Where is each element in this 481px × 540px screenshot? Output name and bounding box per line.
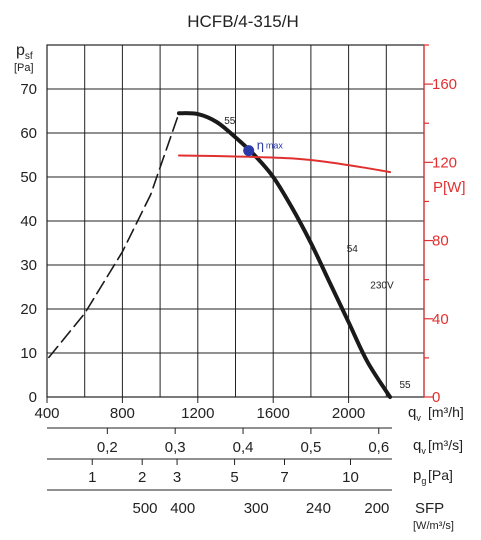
series-line-solid [177,154,392,174]
curve-annotation: 55 [224,116,236,127]
scale-tick-label: 0,5 [300,439,321,456]
eta-max-marker [243,145,255,157]
y-tick-label: 10 [20,345,37,362]
eta-max-label: η max [257,138,284,153]
eta-symbol: η [257,138,264,153]
eta-sub: max [266,141,284,151]
x-tick-label: 1200 [181,405,214,422]
y-tick-label: 20 [20,301,37,318]
scale-tick-label: 500 [133,500,158,517]
y2-tick-labels: 0 40 80 120 160 [423,44,457,406]
data-series: η max [48,111,393,399]
scale-unit: [W/m³/s] [413,520,454,532]
scale-tick-label: 3 [173,469,181,486]
x-axis-label: qv [408,404,421,423]
x-tick-label: 2000 [332,405,365,422]
scale-tick-label: 200 [364,500,389,517]
y-tick-label: 0 [29,389,37,406]
scale-label-main: p [413,467,421,484]
y-axis-label: psf [16,42,33,62]
x-axis-unit: [m³/h] [428,404,464,420]
scale-label-main: q [413,437,421,454]
scale-tick-label: 0,3 [165,439,186,456]
x-tick-label: 1600 [257,405,290,422]
annotations: 55 54 55 230V [224,116,411,391]
scale-tick-label: 5 [230,469,238,486]
scale-tick-label: 0,4 [233,439,254,456]
y-tick-label: 50 [20,169,37,186]
x-tick-label: 400 [34,405,59,422]
series-line-solid-thick [176,111,393,399]
scale-unit: [m³/s] [428,437,463,453]
y2-tick-label: 40 [432,311,449,328]
y-tick-labels: 0 10 20 30 40 50 60 70 [20,81,37,406]
grid [46,44,425,398]
y-axis-unit: [Pa] [14,62,34,74]
scale-tick-label: 0,6 [368,439,389,456]
scale-tick-label: 400 [170,500,195,517]
scale-tick-label: 2 [138,469,146,486]
y2-tick-label: 0 [432,389,440,406]
scale-tick-label: 7 [280,469,288,486]
scale-label-sub: g [421,476,426,486]
y2-tick-label: 160 [432,76,457,93]
secondary-scales: 0,2 0,3 0,4 0,5 0,6 qv [m³/s] 1 2 3 5 7 10 pg [Pa] 500 4… [47,427,463,532]
scale-tick-label: 300 [244,500,269,517]
scale-label: qv [413,437,426,456]
scale-label-sub: v [421,446,426,456]
curve-annotation: 230V [370,280,394,291]
y2-axis-label: P[W] [433,179,466,196]
scale-label: SFP [415,500,444,517]
scale-tick-label: 240 [306,500,331,517]
y-tick-label: 40 [20,213,37,230]
x-tick-labels: 400 800 1200 1600 2000 [34,397,365,422]
scale-tick-label: 1 [88,469,96,486]
scale-tick-label: 0,2 [97,439,118,456]
scale-tick-label: 10 [342,469,359,486]
scale-label-main: SFP [415,500,444,517]
scale-unit: [Pa] [428,467,453,483]
x-tick-label: 800 [110,405,135,422]
y2-tick-label: 120 [432,154,457,171]
chart-title: HCFB/4-315/H [187,12,298,31]
y-tick-label: 70 [20,81,37,98]
curve-annotation: 55 [399,380,411,391]
y-tick-label: 60 [20,125,37,142]
scale-label: pg [413,467,426,486]
series-line-dashed [48,112,180,359]
y2-tick-label: 80 [432,233,449,250]
curve-annotation: 54 [347,244,359,255]
y-tick-label: 30 [20,257,37,274]
